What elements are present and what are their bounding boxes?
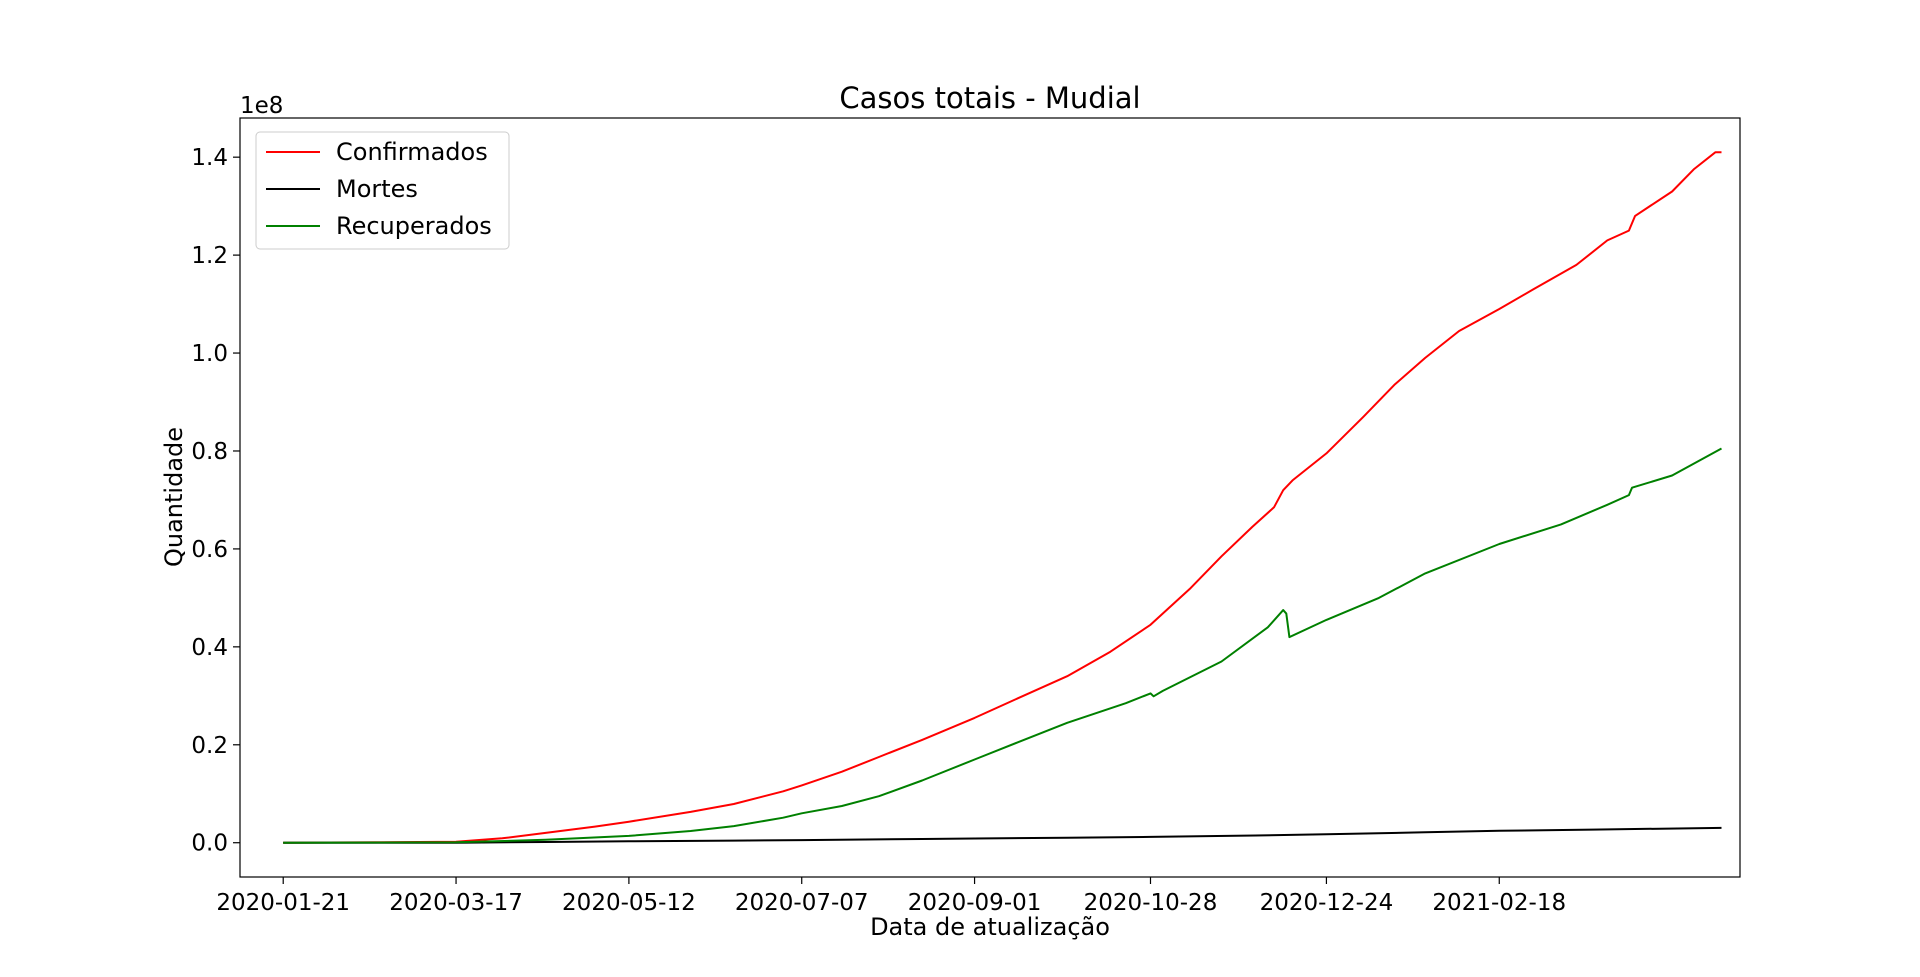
legend-label-recuperados: Recuperados	[336, 212, 492, 240]
x-tick-label: 2020-12-24	[1260, 890, 1394, 916]
y-axis-label: Quantidade	[160, 427, 188, 567]
x-tick-label: 2020-07-07	[735, 890, 869, 916]
legend: Confirmados Mortes Recuperados	[255, 131, 510, 250]
legend-label-mortes: Mortes	[336, 175, 418, 203]
y-tick-label: 0.2	[191, 733, 228, 759]
x-tick-label: 2020-09-01	[908, 890, 1042, 916]
series-line-confirmados	[283, 151, 1722, 844]
series-line-mortes	[283, 826, 1722, 844]
plot-frame	[239, 117, 1741, 878]
y-axis-ticks: 0.0 0.2 0.4 0.6 0.8 1.0 1.2 1.4	[191, 145, 240, 857]
y-tick-label: 0.0	[191, 831, 228, 857]
x-tick-label: 2020-01-21	[216, 890, 350, 916]
series-layer	[283, 151, 1722, 844]
y-tick-label: 1.4	[191, 145, 228, 171]
y-offset-label: 1e8	[240, 93, 283, 119]
y-tick-label: 0.6	[191, 537, 228, 563]
series-line-recuperados	[283, 447, 1722, 844]
x-tick-label: 2020-05-12	[562, 890, 696, 916]
x-axis-label: Data de atualização	[870, 913, 1110, 941]
x-tick-label: 2020-10-28	[1084, 890, 1218, 916]
x-tick-label: 2020-03-17	[389, 890, 523, 916]
chart-title: Casos totais - Mudial	[839, 81, 1140, 115]
x-axis-ticks: 2020-01-21 2020-03-17 2020-05-12 2020-07-07…	[216, 877, 1566, 916]
y-tick-label: 1.2	[191, 243, 228, 269]
legend-label-confirmados: Confirmados	[336, 138, 488, 166]
y-tick-label: 0.8	[191, 439, 228, 465]
legend-box	[255, 131, 510, 250]
x-tick-label: 2021-02-18	[1432, 890, 1566, 916]
y-tick-label: 0.4	[191, 635, 228, 661]
y-tick-label: 1.0	[191, 341, 228, 367]
